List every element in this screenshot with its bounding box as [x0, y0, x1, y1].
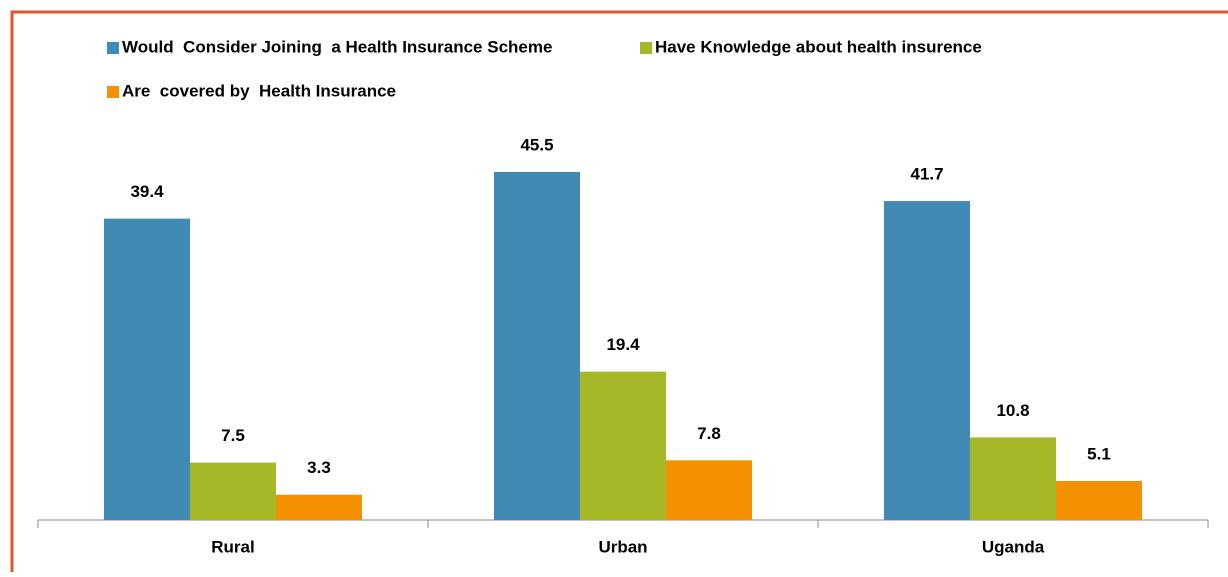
bar — [276, 494, 362, 520]
x-tick-label: Urban — [598, 537, 647, 556]
data-label: 39.4 — [130, 182, 164, 201]
bar — [1056, 480, 1142, 520]
legend-label: Have Knowledge about health insurence — [655, 37, 982, 56]
bar — [190, 462, 276, 520]
data-label: 10.8 — [996, 401, 1029, 420]
bar — [104, 218, 190, 520]
legend-swatch — [107, 86, 119, 98]
frame — [10, 10, 1228, 577]
data-label: 3.3 — [307, 458, 331, 477]
bar — [884, 201, 970, 521]
bar — [580, 371, 666, 520]
x-tick-label: Rural — [211, 537, 254, 556]
data-label: 7.5 — [221, 426, 245, 445]
legend-swatch — [107, 42, 119, 54]
data-label: 5.1 — [1087, 444, 1111, 463]
legend-swatch — [640, 42, 652, 54]
legend-label: Would Consider Joining a Health Insuranc… — [122, 37, 552, 56]
legend-label: Are covered by Health Insurance — [122, 81, 396, 100]
data-label: 7.8 — [697, 424, 721, 443]
bar — [970, 437, 1056, 520]
data-label: 41.7 — [910, 165, 943, 184]
bar — [666, 460, 752, 520]
data-label: 45.5 — [520, 135, 553, 154]
data-label: 19.4 — [606, 335, 640, 354]
bar — [494, 172, 580, 520]
x-tick-label: Uganda — [982, 537, 1045, 556]
